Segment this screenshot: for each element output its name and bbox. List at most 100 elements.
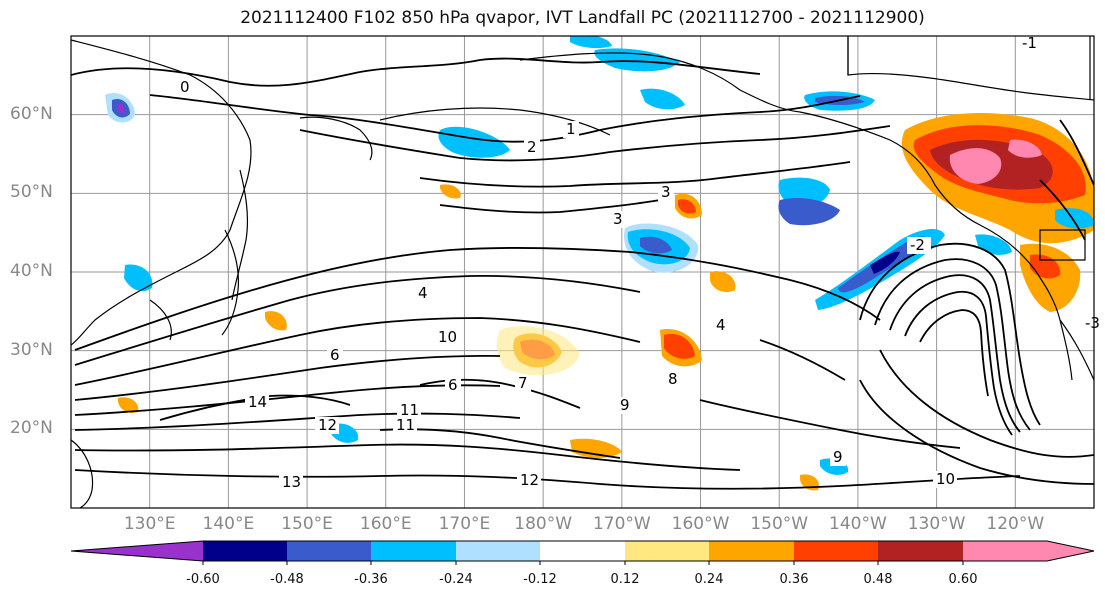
contour-label-bg	[279, 474, 303, 491]
anomaly-orange-s4	[710, 271, 736, 292]
anomaly-royal-c	[640, 236, 672, 254]
contour-label-bg	[515, 375, 531, 392]
anomaly-blue-n2	[640, 88, 685, 110]
contour-label-bg	[830, 449, 846, 466]
lon-tick-label: 180°W	[514, 514, 573, 534]
colorbar-bin	[878, 541, 963, 561]
anomaly-blue-n1	[438, 126, 510, 158]
contour-label: 9	[620, 396, 630, 414]
lon-tick-label: 140°W	[829, 514, 887, 534]
colorbar-bin	[1047, 541, 1094, 561]
map-frame	[70, 35, 1095, 509]
contour-label-bg	[713, 317, 729, 334]
contour-label: 0	[180, 78, 190, 96]
contour-label: 3	[661, 183, 671, 201]
contour-label-bg	[177, 79, 193, 96]
colorbar-bin	[456, 541, 540, 561]
contour-label: 11	[400, 401, 419, 419]
contour-label-bg	[610, 211, 626, 228]
colorbar-tick-label: 0.36	[779, 572, 809, 587]
colorbar-tick-label: 0.48	[863, 572, 893, 587]
colorbar-tick-label: 0.24	[694, 572, 724, 587]
lat-tick-label: 20°N	[10, 418, 53, 439]
contour-label: 13	[282, 473, 301, 491]
contour-label: 14	[248, 393, 267, 411]
anomaly-navy-band	[870, 251, 900, 274]
lat-tick-label: 30°N	[10, 339, 53, 360]
lon-tick-label: 170°E	[438, 514, 491, 534]
anomaly-blue-n3	[570, 36, 612, 49]
contour-label-bg	[1019, 35, 1043, 52]
anomaly-purple-nw2	[117, 103, 125, 114]
colorbar-bin	[709, 541, 794, 561]
anomaly-blue-se	[1055, 208, 1094, 229]
lon-tick-label: 120°W	[986, 514, 1045, 534]
contour-label: -1	[1022, 34, 1037, 52]
contour-label: -3	[1085, 314, 1100, 332]
contour-label: 3	[613, 210, 623, 228]
contour-label-bg	[517, 472, 541, 489]
anomaly-pink-2	[1008, 139, 1042, 158]
contour-label-bg	[435, 329, 459, 346]
colorbar-bin	[287, 541, 371, 561]
anomaly-yellow-s1	[496, 326, 580, 376]
anomaly-blue-n4	[594, 48, 680, 72]
contour-label-bg	[524, 139, 540, 156]
colorbar-tick-label: -0.36	[354, 572, 388, 587]
colorbar-bin	[203, 541, 287, 561]
contour-label: 7	[518, 374, 528, 392]
colorbar-bin	[71, 541, 203, 561]
lon-tick-label: 150°W	[750, 514, 809, 534]
contour-label-bg	[617, 397, 633, 414]
colorbar-bin	[540, 541, 625, 561]
anomaly-orange-s9	[118, 397, 139, 413]
contour-label-bg	[665, 371, 681, 388]
map-gridlines	[71, 36, 1094, 508]
contour-label: 12	[520, 471, 539, 489]
anomaly-royal-e	[778, 198, 840, 226]
contour-label-bg	[933, 471, 957, 488]
anomaly-red-s3	[678, 199, 696, 214]
lon-tick-label: 160°E	[359, 514, 412, 534]
contour-label: 4	[418, 284, 428, 302]
contour-label-bg	[907, 237, 931, 254]
lat-tick-label: 40°N	[10, 261, 53, 281]
contour-label: 10	[438, 328, 457, 346]
lat-tick-label: 50°N	[10, 182, 53, 203]
colorbar-tick-label: -0.48	[270, 572, 304, 587]
anomaly-blue-w1	[124, 264, 153, 292]
contour-label: 2	[527, 138, 537, 156]
lat-tick-label: 60°N	[10, 103, 53, 124]
contour-label: 6	[448, 376, 458, 394]
colorbar-bin	[963, 541, 1047, 561]
lon-tick-label: 130°W	[907, 514, 966, 534]
contour-label-bg	[327, 347, 343, 364]
contour-label-bg	[445, 377, 461, 394]
lon-tick-label: 150°E	[281, 514, 333, 534]
colorbar-tick-label: 0.12	[610, 572, 640, 587]
contour-label-bg	[245, 394, 269, 411]
colorbar-bin	[371, 541, 456, 561]
contour-label: 11	[396, 416, 415, 434]
colorbar-bin	[625, 541, 709, 561]
anomaly-pink	[949, 148, 1002, 184]
contour-label-bg	[415, 285, 431, 302]
colorbar-tick-label: -0.60	[186, 572, 220, 587]
anomaly-red-s2	[664, 333, 695, 359]
contour-label: 9	[833, 448, 843, 466]
contour-label-bg	[397, 402, 421, 419]
colorbar	[70, 540, 1095, 565]
anomaly-orange-s7	[440, 184, 461, 199]
contour-label-bg	[393, 417, 417, 434]
contour-label: 10	[936, 470, 955, 488]
contour-label: 1	[566, 120, 576, 138]
anomaly-orange-s6	[265, 311, 287, 331]
coastlines	[71, 36, 1094, 508]
contour-label-bg	[658, 184, 674, 201]
contour-label: 6	[330, 346, 340, 364]
lon-tick-label: 160°W	[671, 514, 730, 534]
lon-tick-label: 170°W	[592, 514, 651, 534]
colorbar-tick-label: -0.24	[439, 572, 473, 587]
